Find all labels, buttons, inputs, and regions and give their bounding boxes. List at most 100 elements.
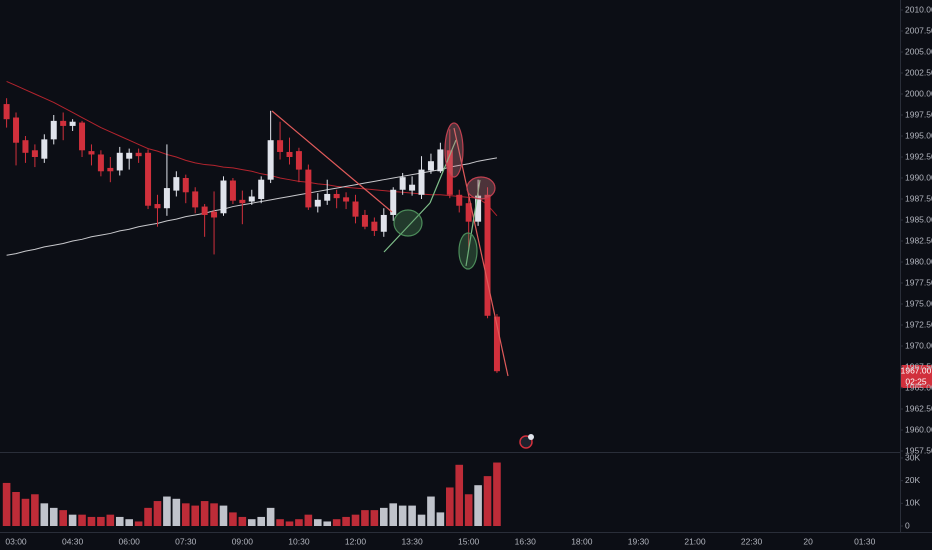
volume-bar	[342, 516, 350, 526]
volume-bar	[144, 507, 152, 526]
volume-bar	[417, 514, 426, 526]
y-tick-label: 1987.50	[905, 193, 932, 203]
candle-body	[173, 177, 180, 191]
candle-body	[437, 149, 444, 172]
volume-bar	[436, 512, 445, 526]
x-tick-label: 16:30	[515, 536, 537, 546]
x-tick-label: 04:30	[62, 536, 84, 546]
volume-tick-label: 0	[905, 520, 910, 530]
y-tick-label: 2000.00	[905, 88, 932, 98]
volume-bar	[446, 487, 454, 526]
candle-body	[3, 104, 10, 120]
volume-bar	[474, 485, 482, 526]
volume-bar	[238, 516, 247, 526]
candle-body	[390, 189, 397, 215]
candle-body	[305, 169, 312, 208]
candle-body	[277, 140, 284, 152]
volume-bar	[304, 514, 313, 526]
y-tick-label: 1990.00	[905, 172, 932, 182]
volume-bar	[49, 507, 58, 526]
candle-body	[163, 188, 170, 209]
candle-body	[135, 152, 142, 157]
candle-body	[493, 316, 500, 372]
volume-bar	[219, 505, 228, 526]
x-tick-label: 07:30	[175, 536, 197, 546]
volume-bar	[257, 516, 266, 526]
volume-bar	[455, 464, 464, 526]
volume-bar	[427, 496, 435, 526]
volume-bar	[276, 519, 284, 526]
volume-bar	[2, 482, 11, 526]
volume-tick-label: 10K	[905, 498, 920, 508]
y-tick-label: 1957.50	[905, 445, 932, 455]
candle-body	[361, 214, 368, 227]
candle-body	[211, 211, 218, 218]
highlight-ellipse	[393, 209, 423, 237]
trend-line	[465, 179, 481, 267]
candle-body	[192, 191, 199, 208]
volume-bar	[59, 510, 67, 526]
drawings	[271, 110, 509, 377]
volume-bar	[125, 519, 133, 526]
candle-body	[352, 201, 359, 217]
y-tick-label: 1965.00	[905, 382, 932, 392]
candle-body	[239, 199, 246, 204]
alert-dot	[528, 434, 534, 440]
alert-badge[interactable]	[519, 434, 534, 449]
volume-bar	[172, 498, 181, 526]
volume-bar	[285, 521, 294, 526]
y-tick-label: 1970.00	[905, 340, 932, 350]
candle-body	[88, 151, 95, 155]
candle-body	[484, 194, 491, 316]
volume-bar	[153, 501, 162, 526]
y-tick-label: 1972.50	[905, 319, 932, 329]
candle-body	[22, 140, 29, 153]
volume-bar	[247, 519, 256, 526]
candle-body	[50, 120, 57, 140]
volume-bar	[380, 507, 388, 526]
x-tick-label: 18:00	[571, 536, 593, 546]
volume-bar	[97, 516, 105, 526]
candle-body	[79, 122, 86, 151]
y-tick-label: 1992.50	[905, 151, 932, 161]
y-tick-label: 1962.50	[905, 403, 932, 413]
candle-body	[371, 221, 378, 231]
candle-body	[475, 195, 482, 222]
y-tick-label: 1982.50	[905, 235, 932, 245]
candle-body	[182, 178, 189, 193]
candle-body	[427, 161, 434, 171]
y-tick-label: 1960.00	[905, 424, 932, 434]
trend-line	[383, 202, 431, 253]
candle-body	[60, 120, 67, 126]
countdown-label: 02:25	[905, 376, 927, 386]
x-tick-label: 22:30	[741, 536, 763, 546]
volume-bar	[31, 494, 39, 526]
volume-bar	[134, 521, 143, 526]
candle-body	[229, 180, 236, 201]
candle-body	[333, 193, 340, 199]
volume-bar	[12, 492, 20, 526]
trend-line	[453, 127, 509, 377]
x-tick-label: 01:30	[854, 536, 876, 546]
volume-bar	[191, 505, 199, 526]
y-tick-label: 2005.00	[905, 46, 932, 56]
x-tick-label: 12:00	[345, 536, 367, 546]
y-tick-label: 1975.00	[905, 298, 932, 308]
volume-bar	[266, 507, 275, 526]
volume-bar	[200, 501, 209, 526]
volume-bar	[464, 494, 473, 526]
candle-body	[456, 194, 463, 206]
candle-body	[69, 121, 76, 126]
last-price-box	[901, 365, 932, 388]
x-tick-label: 10:30	[288, 536, 310, 546]
volume-tick-label: 30K	[905, 452, 920, 462]
volume-bar	[87, 516, 96, 526]
volume-bar	[332, 519, 341, 526]
candle-body	[41, 139, 48, 159]
volume-bar	[313, 519, 322, 526]
volume-bar	[408, 505, 416, 526]
candle-body	[154, 204, 161, 209]
moving-average-line	[6, 80, 498, 217]
y-tick-label: 2010.00	[905, 4, 932, 14]
